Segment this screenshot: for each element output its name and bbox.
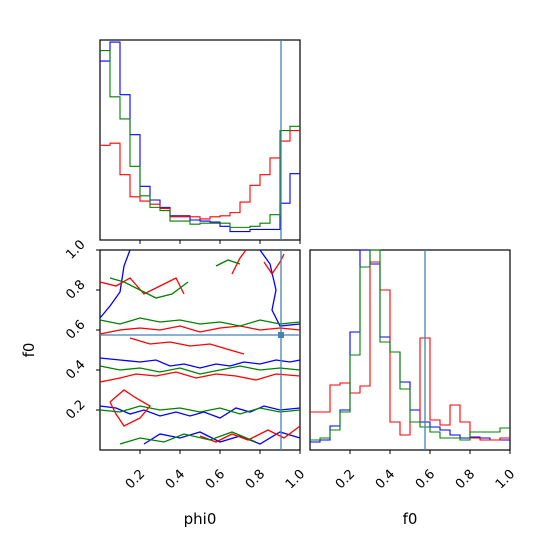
y-axis-label-f0: f0: [20, 343, 38, 358]
phi0-hist-ticks: [139, 240, 301, 244]
contour-ytick-label-1: 0.4: [63, 357, 88, 382]
contour-red-5: [231, 249, 247, 275]
contour-red-2: [99, 371, 301, 383]
truth-point-marker: [278, 332, 284, 338]
contour-blue-3: [259, 249, 301, 327]
contour-xtick-label-2: 0.6: [203, 467, 228, 492]
contour-xtick-label-0: 0.2: [123, 467, 148, 492]
contour-xtick-label-1: 0.4: [163, 467, 188, 492]
contour-ytick-label-2: 0.6: [63, 317, 88, 342]
contour-series: [99, 249, 301, 445]
phi0-hist-green: [100, 49, 300, 228]
f0-hist-xtick-label-1: 0.4: [373, 467, 398, 492]
f0-hist-xtick-label-4: 1.0: [493, 467, 518, 492]
panel-f0-histogram: 0.2 0.4 0.6 0.8 1.0 f0: [309, 249, 518, 528]
contour-green-0: [99, 317, 301, 327]
phi0-hist-series: [100, 41, 300, 233]
panel-phi0-f0-contour: 0.2 0.4 0.6 0.8 1.0 0.2 0.4 0.6 0.8 1.0 phi0 f0: [20, 237, 308, 528]
f0-hist-ticks: 0.2 0.4 0.6 0.8 1.0: [333, 450, 518, 492]
panel-phi0-histogram: [99, 39, 301, 244]
f0-hist-green: [310, 249, 510, 441]
contour-red-0: [99, 325, 301, 335]
contour-green-1: [99, 365, 301, 375]
contour-xtick-label-3: 0.8: [243, 467, 268, 492]
contour-green-2: [99, 405, 301, 415]
contour-green-3: [109, 277, 189, 299]
contour-xtick-label-4: 1.0: [283, 467, 308, 492]
contour-ytick-label-0: 0.2: [63, 397, 88, 422]
contour-ytick-label-3: 0.8: [63, 277, 88, 302]
f0-hist-xtick-label-3: 0.8: [453, 467, 478, 492]
f0-hist-xtick-label-0: 0.2: [333, 467, 358, 492]
contour-red-1: [129, 337, 245, 355]
contour-red-3: [109, 389, 151, 427]
f0-hist-series: [310, 249, 510, 443]
f0-hist-xtick-label-2: 0.6: [413, 467, 438, 492]
x-axis-label-f0: f0: [403, 510, 418, 528]
contour-green-5: [119, 431, 257, 445]
contour-blue-4: [143, 431, 301, 445]
contour-blue-0: [99, 357, 301, 369]
x-axis-label-phi0: phi0: [184, 510, 217, 528]
phi0-hist-red: [100, 129, 300, 220]
contour-red-7: [199, 425, 301, 443]
contour-red-4: [99, 277, 185, 295]
contour-green-4: [215, 259, 241, 267]
contour-blue-2: [99, 249, 131, 319]
phi0-hist-frame: [99, 39, 301, 241]
contour-frame: [99, 249, 301, 451]
contour-blue-1: [99, 405, 301, 419]
contour-ytick-label-4: 1.0: [63, 237, 88, 262]
contour-red-6: [263, 253, 285, 276]
